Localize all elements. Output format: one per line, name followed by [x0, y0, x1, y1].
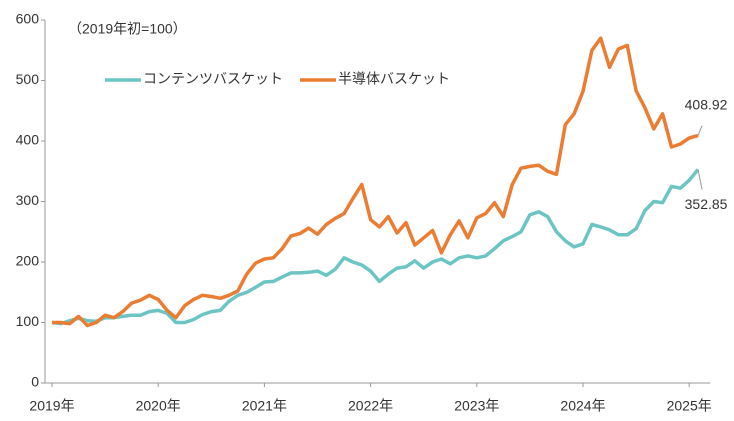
x-tick-label: 2020年 — [136, 398, 181, 414]
y-tick-label: 0 — [31, 374, 39, 390]
label-leader — [697, 125, 703, 136]
x-tick-label: 2019年 — [29, 398, 74, 414]
y-tick-label: 100 — [16, 313, 40, 329]
y-tick-label: 200 — [16, 253, 40, 269]
x-tick-label: 2025年 — [667, 398, 712, 414]
y-tick-label: 300 — [16, 192, 40, 208]
x-tick-label: 2021年 — [242, 398, 287, 414]
label-leader — [697, 169, 703, 190]
line — [52, 36, 699, 328]
legend-label: 半導体バスケット — [338, 71, 450, 87]
x-tick-label: 2023年 — [454, 398, 499, 414]
value-label: 352.85 — [685, 196, 728, 212]
x-tick-label: 2022年 — [348, 398, 393, 414]
value-label: 408.92 — [685, 96, 728, 112]
line — [51, 168, 700, 326]
y-tick-label: 400 — [16, 132, 40, 148]
legend-label: コンテンツバスケット — [143, 71, 283, 87]
y-tick-label: 600 — [16, 11, 40, 27]
annotation: （2019年初=100） — [68, 21, 187, 37]
y-tick-label: 500 — [16, 71, 40, 87]
x-tick-label: 2024年 — [560, 398, 605, 414]
